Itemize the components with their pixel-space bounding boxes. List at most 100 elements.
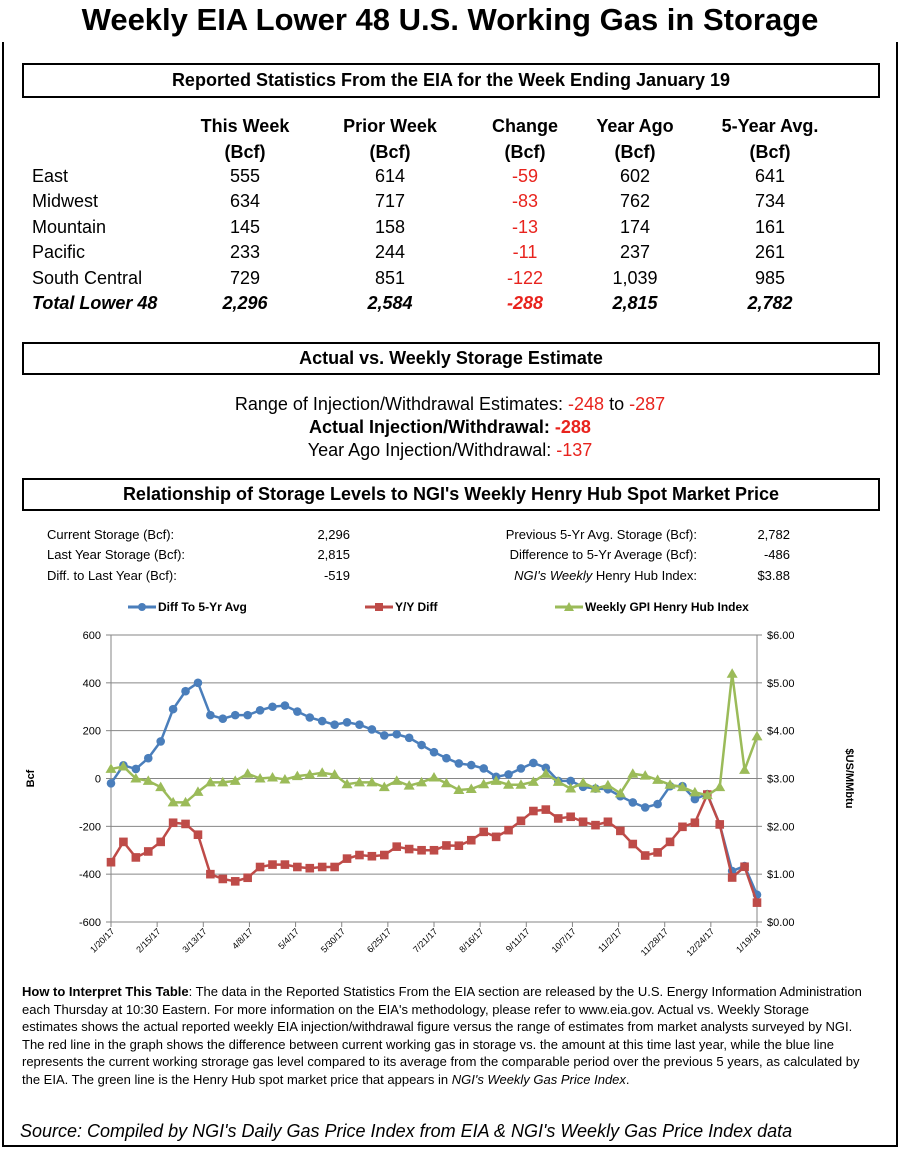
legend-line-square-icon <box>365 603 393 611</box>
data-point <box>591 820 600 830</box>
data-point <box>342 854 352 863</box>
table-cell: -59 <box>511 166 538 186</box>
x-tick-label: 12/24/17 <box>684 926 716 958</box>
data-point <box>527 776 539 786</box>
y2-axis-label: $US/MMbtu <box>843 749 855 809</box>
x-tick-label: 2/15/17 <box>134 926 162 954</box>
interpret-text: : The data in the Reported Statistics Fr… <box>22 984 862 1087</box>
data-point <box>342 717 352 727</box>
data-point <box>392 729 402 739</box>
data-point <box>676 781 688 792</box>
y-axis-label: Bcf <box>25 769 37 787</box>
data-point <box>267 772 278 782</box>
table-cell: 634 <box>229 191 261 211</box>
data-point <box>305 713 315 722</box>
data-point <box>653 848 662 857</box>
stat-value: $3.88 <box>757 568 790 583</box>
y-tick-label: -200 <box>79 821 101 833</box>
data-point <box>653 799 662 809</box>
data-point <box>230 710 240 720</box>
table-cell: 555 <box>229 166 261 186</box>
x-tick-label: 5/30/17 <box>319 926 347 954</box>
column-header: Change <box>491 116 558 136</box>
x-tick-label: 5/4/17 <box>276 926 301 951</box>
year-ago-value: -137 <box>556 440 593 460</box>
data-point <box>268 702 277 712</box>
data-point <box>218 714 228 724</box>
stat-value: 2,815 <box>317 547 350 562</box>
y-tick-label: 600 <box>83 630 101 642</box>
data-point <box>330 720 339 729</box>
data-point <box>181 819 190 829</box>
range-low: -248 <box>568 394 605 414</box>
data-point <box>479 764 488 773</box>
data-point <box>614 787 626 798</box>
y2-tick-label: $1.00 <box>767 869 795 881</box>
data-point <box>565 783 577 793</box>
y2-tick-label: $2.00 <box>767 821 795 833</box>
data-point <box>628 839 638 849</box>
data-point <box>516 816 526 826</box>
data-point <box>440 777 452 788</box>
column-unit: (Bcf) <box>369 142 411 162</box>
data-point <box>168 704 178 714</box>
data-point <box>143 753 153 763</box>
table-cell: 145 <box>229 217 261 237</box>
data-point <box>627 768 639 778</box>
column-header: This Week <box>200 116 290 136</box>
data-point <box>168 818 178 828</box>
table-cell: -13 <box>511 217 538 237</box>
data-point <box>640 803 650 812</box>
source-note: Source: Compiled by NGI's Daily Gas Pric… <box>20 1121 793 1141</box>
data-point <box>156 837 165 847</box>
data-point <box>280 860 290 869</box>
table-cell: 244 <box>374 242 406 262</box>
stat-label-text: Henry Hub Index: <box>592 568 697 583</box>
data-point <box>293 862 302 872</box>
data-point <box>640 851 650 860</box>
data-point <box>131 764 141 774</box>
table-cell: -122 <box>506 268 544 288</box>
table-cell: -288 <box>506 293 544 313</box>
data-point <box>504 770 513 779</box>
data-point <box>404 733 414 743</box>
x-tick-label: 4/8/17 <box>230 926 255 951</box>
stat-label: Difference to 5-Yr Average (Bcf): <box>509 547 697 562</box>
y2-tick-label: $0.00 <box>767 917 795 929</box>
table-cell: 762 <box>619 191 651 211</box>
data-point <box>243 710 252 720</box>
data-point <box>317 716 327 726</box>
data-point <box>429 747 439 757</box>
x-tick-label: 6/25/17 <box>365 926 393 954</box>
table-cell: 174 <box>619 217 651 237</box>
y-tick-label: 0 <box>95 774 101 786</box>
y-tick-label: 400 <box>83 678 101 690</box>
report-frame <box>2 42 898 1147</box>
data-point <box>392 842 402 851</box>
table-cell: 2,815 <box>612 293 658 313</box>
data-point <box>714 781 726 792</box>
data-point <box>652 774 664 784</box>
table-cell: 641 <box>754 166 786 186</box>
data-point <box>366 776 378 787</box>
column-unit: (Bcf) <box>749 142 791 162</box>
data-point <box>577 777 589 787</box>
data-point <box>268 860 277 869</box>
row-label: Total Lower 48 <box>32 293 158 313</box>
data-point <box>529 758 538 768</box>
data-point <box>206 710 215 720</box>
relationship-heading: Relationship of Storage Levels to NGI's … <box>22 478 880 511</box>
table-cell: 614 <box>374 166 406 186</box>
table-cell: 851 <box>374 268 406 288</box>
data-point <box>355 720 364 729</box>
data-point <box>552 776 564 786</box>
data-point <box>206 869 215 879</box>
data-point <box>752 898 762 907</box>
column-header: Prior Week <box>343 116 437 136</box>
data-point <box>417 740 426 750</box>
data-point <box>255 706 265 715</box>
legend-item-yy-diff: Y/Y Diff <box>365 600 437 614</box>
data-point <box>454 841 464 851</box>
table-cell: 734 <box>754 191 786 211</box>
data-point <box>701 789 713 800</box>
